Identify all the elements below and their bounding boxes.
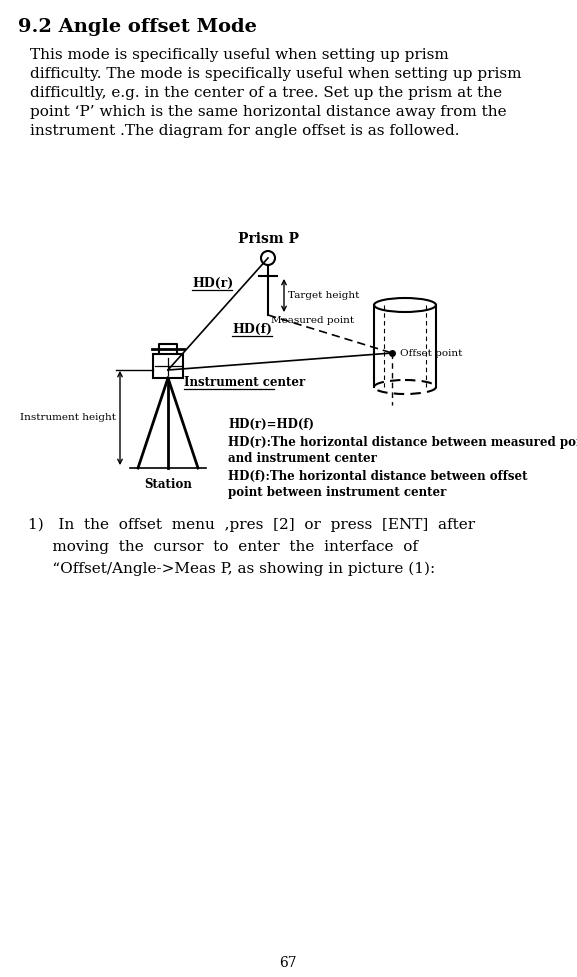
Text: Instrument center: Instrument center bbox=[184, 376, 305, 389]
Text: HD(r)=HD(f): HD(r)=HD(f) bbox=[228, 418, 314, 431]
Text: moving  the  cursor  to  enter  the  interface  of: moving the cursor to enter the interface… bbox=[28, 540, 418, 554]
Text: Measured point: Measured point bbox=[271, 316, 354, 325]
Text: HD(f):The horizontal distance between offset: HD(f):The horizontal distance between of… bbox=[228, 470, 527, 483]
Text: difficultly, e.g. in the center of a tree. Set up the prism at the: difficultly, e.g. in the center of a tre… bbox=[30, 86, 502, 100]
Text: 9.2 Angle offset Mode: 9.2 Angle offset Mode bbox=[18, 18, 257, 36]
Text: difficulty. The mode is specifically useful when setting up prism: difficulty. The mode is specifically use… bbox=[30, 67, 522, 81]
Text: HD(r): HD(r) bbox=[192, 277, 233, 290]
Text: point ‘P’ which is the same horizontal distance away from the: point ‘P’ which is the same horizontal d… bbox=[30, 105, 507, 119]
Text: Prism P: Prism P bbox=[238, 232, 298, 246]
Text: and instrument center: and instrument center bbox=[228, 452, 377, 465]
Text: 1)   In  the  offset  menu  ,pres  [2]  or  press  [ENT]  after: 1) In the offset menu ,pres [2] or press… bbox=[28, 518, 475, 532]
Text: Station: Station bbox=[144, 478, 192, 491]
Text: 67: 67 bbox=[279, 956, 297, 970]
Text: “Offset/Angle->Meas P, as showing in picture (1):: “Offset/Angle->Meas P, as showing in pic… bbox=[28, 562, 435, 576]
Text: HD(r):The horizontal distance between measured point: HD(r):The horizontal distance between me… bbox=[228, 436, 577, 449]
Text: Instrument height: Instrument height bbox=[20, 413, 116, 422]
Bar bbox=[153, 354, 183, 378]
Text: HD(f): HD(f) bbox=[232, 323, 272, 336]
Text: Offset point: Offset point bbox=[400, 349, 462, 358]
Text: Target height: Target height bbox=[288, 291, 359, 300]
Text: instrument .The diagram for angle offset is as followed.: instrument .The diagram for angle offset… bbox=[30, 124, 459, 138]
Text: This mode is specifically useful when setting up prism: This mode is specifically useful when se… bbox=[30, 48, 449, 62]
Text: point between instrument center: point between instrument center bbox=[228, 486, 447, 499]
